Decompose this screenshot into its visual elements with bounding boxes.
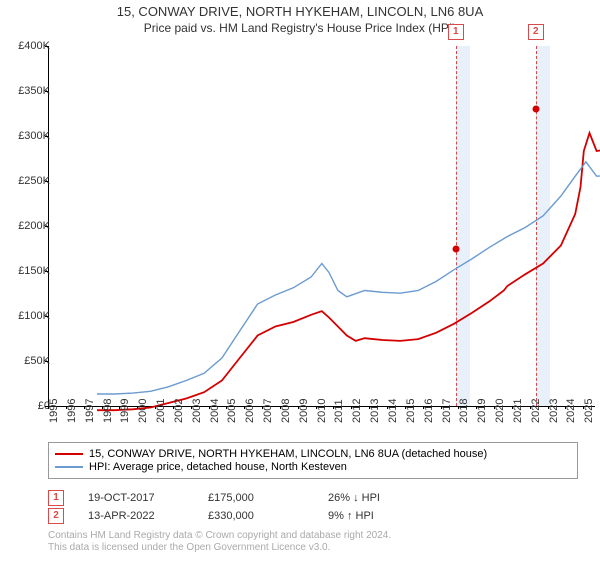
x-axis-label: 1996 [66,399,78,423]
x-axis-label: 2007 [262,399,274,423]
chart-container: 15, CONWAY DRIVE, NORTH HYKEHAM, LINCOLN… [0,4,600,564]
sale-marker-box: 1 [448,24,464,40]
sale-diff: 9% ↑ HPI [328,510,448,522]
sales-table: 1 19-OCT-2017£175,00026% ↓ HPI 2 13-APR-202… [48,488,448,526]
x-axis-label: 2004 [209,399,221,423]
x-axis-label: 1997 [84,399,96,423]
x-axis-label: 2020 [494,399,506,423]
x-axis-label: 2021 [512,399,524,423]
x-axis-label: 2023 [548,399,560,423]
x-axis-label: 2014 [387,399,399,423]
x-axis-label: 2019 [476,399,488,423]
x-axis-label: 2005 [226,399,238,423]
sale-dot [532,106,539,113]
x-axis-label: 1999 [119,399,131,423]
legend-item: 15, CONWAY DRIVE, NORTH HYKEHAM, LINCOLN… [55,448,571,460]
x-axis-label: 2018 [458,399,470,423]
chart-subtitle: Price paid vs. HM Land Registry's House … [0,21,600,35]
x-axis-label: 2001 [155,399,167,423]
chart-lines [97,88,600,448]
x-axis-label: 2024 [565,399,577,423]
x-axis-label: 2009 [298,399,310,423]
x-axis-label: 2015 [405,399,417,423]
legend-swatch [55,466,83,468]
x-axis-label: 2013 [369,399,381,423]
sale-dot [452,245,459,252]
x-axis-label: 1998 [102,399,114,423]
x-axis-label: 2008 [280,399,292,423]
legend: 15, CONWAY DRIVE, NORTH HYKEHAM, LINCOLN… [48,442,578,479]
footer-line-2: This data is licensed under the Open Gov… [48,542,330,553]
sale-row: 1 19-OCT-2017£175,00026% ↓ HPI [48,490,448,506]
chart-title: 15, CONWAY DRIVE, NORTH HYKEHAM, LINCOLN… [0,4,600,19]
legend-swatch [55,453,83,455]
sale-price: £175,000 [208,492,328,504]
sale-row: 2 13-APR-2022£330,0009% ↑ HPI [48,508,448,524]
x-axis-label: 2016 [423,399,435,423]
x-axis-label: 2003 [191,399,203,423]
legend-item: HPI: Average price, detached house, Nort… [55,461,571,473]
series-line [97,162,600,394]
sale-date: 13-APR-2022 [88,510,208,522]
x-axis-label: 2017 [441,399,453,423]
x-axis-label: 2012 [351,399,363,423]
footer-line-1: Contains HM Land Registry data © Crown c… [48,530,391,541]
x-axis-label: 2011 [333,399,345,423]
sale-marker-icon: 1 [48,490,64,506]
x-axis-label: 2000 [137,399,149,423]
sale-date: 19-OCT-2017 [88,492,208,504]
sale-price: £330,000 [208,510,328,522]
sale-marker-box: 2 [528,24,544,40]
legend-label: 15, CONWAY DRIVE, NORTH HYKEHAM, LINCOLN… [89,448,487,460]
sale-diff: 26% ↓ HPI [328,492,448,504]
footer-text: Contains HM Land Registry data © Crown c… [48,530,391,554]
legend-label: HPI: Average price, detached house, Nort… [89,461,347,473]
x-axis-label: 2006 [244,399,256,423]
sale-marker-icon: 2 [48,508,64,524]
x-axis-label: 2010 [316,399,328,423]
x-axis-label: 2002 [173,399,185,423]
series-line [97,133,600,410]
plot-area: 12 [48,46,595,407]
x-axis-label: 2022 [530,399,542,423]
x-axis-label: 2025 [583,399,595,423]
x-axis-label: 1995 [48,399,60,423]
